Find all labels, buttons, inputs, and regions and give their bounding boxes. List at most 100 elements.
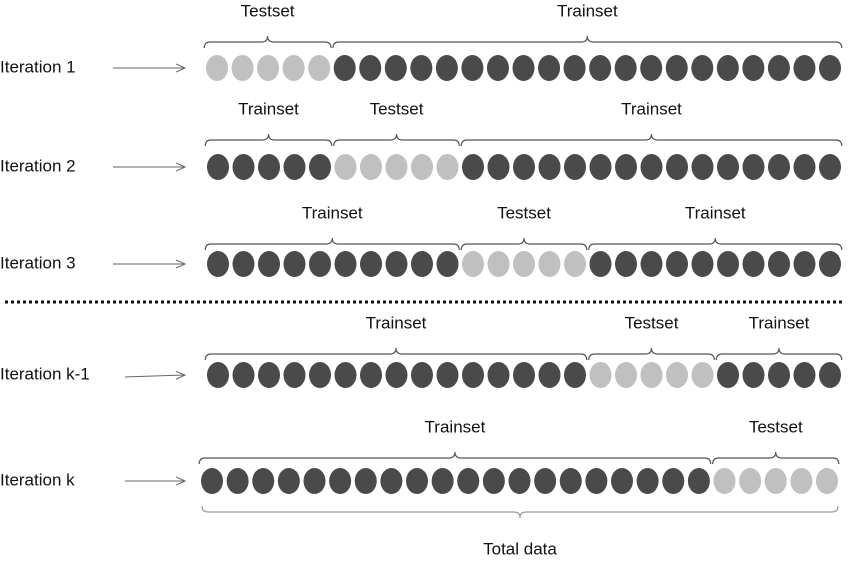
bracket: [460, 237, 588, 251]
train-sample: [819, 55, 841, 81]
train-sample: [819, 251, 841, 277]
train-sample: [232, 251, 255, 277]
segment-label: Trainset: [685, 203, 746, 222]
train-sample: [589, 55, 612, 81]
test-sample: [640, 362, 663, 388]
iteration-label: Iteration k-1: [0, 364, 90, 383]
test-sample: [589, 362, 612, 388]
iteration-label: Iteration 1: [0, 57, 76, 76]
total-bracket: [201, 505, 839, 519]
train-sample: [819, 362, 841, 388]
bracket: [204, 133, 333, 147]
segment-label: Trainset: [302, 203, 363, 222]
test-sample: [308, 55, 331, 81]
test-sample: [411, 154, 433, 180]
test-sample: [666, 362, 688, 388]
train-sample: [717, 362, 739, 388]
test-sample: [615, 362, 637, 388]
train-sample: [436, 251, 459, 277]
train-sample: [589, 154, 612, 180]
train-sample: [487, 154, 510, 180]
train-sample: [538, 154, 561, 180]
test-sample: [360, 154, 382, 180]
train-sample: [534, 468, 557, 494]
test-sample: [538, 251, 561, 277]
train-sample: [742, 55, 765, 81]
train-sample: [687, 468, 710, 494]
train-sample: [559, 468, 582, 494]
test-sample: [206, 55, 228, 81]
train-sample: [742, 154, 765, 180]
train-sample: [283, 362, 306, 388]
train-sample: [207, 154, 229, 180]
test-sample: [739, 468, 762, 494]
train-sample: [665, 55, 688, 81]
train-sample: [742, 362, 765, 388]
train-sample: [793, 362, 816, 388]
segment-label: Testset: [241, 1, 295, 20]
train-sample: [691, 55, 714, 81]
train-sample: [207, 251, 229, 277]
segment-label: Testset: [625, 313, 679, 332]
train-sample: [487, 362, 510, 388]
train-sample: [461, 55, 484, 81]
test-sample: [713, 468, 736, 494]
train-sample: [768, 362, 790, 388]
segment-label: Trainset: [366, 313, 427, 332]
test-sample: [764, 468, 787, 494]
test-sample: [790, 468, 813, 494]
test-sample: [385, 154, 408, 180]
train-sample: [329, 468, 352, 494]
test-sample: [231, 55, 254, 81]
train-sample: [538, 55, 561, 81]
train-sample: [457, 468, 480, 494]
train-sample: [207, 362, 229, 388]
test-sample: [282, 55, 305, 81]
train-sample: [666, 154, 688, 180]
bracket: [204, 347, 588, 361]
bracket: [203, 35, 332, 49]
train-sample: [436, 362, 459, 388]
train-sample: [309, 251, 331, 277]
train-sample: [513, 362, 535, 388]
bracket: [332, 35, 843, 49]
train-sample: [611, 468, 633, 494]
train-sample: [252, 468, 275, 494]
train-sample: [258, 362, 280, 388]
train-sample: [589, 251, 612, 277]
train-sample: [512, 55, 535, 81]
segment-label: Trainset: [425, 417, 486, 436]
segment-label: Trainset: [749, 313, 810, 332]
train-sample: [380, 468, 403, 494]
train-sample: [564, 154, 586, 180]
train-sample: [640, 154, 663, 180]
train-sample: [819, 154, 841, 180]
test-sample: [487, 251, 510, 277]
test-sample: [436, 154, 459, 180]
train-sample: [406, 468, 428, 494]
train-sample: [309, 362, 331, 388]
iteration-label: Iteration 3: [0, 253, 76, 272]
train-sample: [411, 362, 433, 388]
train-sample: [333, 55, 356, 81]
train-sample: [716, 55, 739, 81]
train-sample: [232, 362, 255, 388]
train-sample: [768, 154, 790, 180]
train-sample: [691, 154, 714, 180]
train-sample: [767, 55, 790, 81]
train-sample: [283, 251, 306, 277]
test-sample: [816, 468, 838, 494]
segment-label: Trainset: [621, 99, 682, 118]
train-sample: [359, 55, 382, 81]
train-sample: [662, 468, 685, 494]
train-sample: [354, 468, 377, 494]
train-sample: [303, 468, 326, 494]
segment-label: Trainset: [557, 1, 618, 20]
train-sample: [793, 251, 816, 277]
bracket: [715, 347, 843, 361]
train-sample: [717, 251, 739, 277]
train-sample: [309, 154, 331, 180]
segment-label: Trainset: [238, 99, 299, 118]
train-sample: [793, 55, 816, 81]
bracket: [588, 237, 843, 251]
